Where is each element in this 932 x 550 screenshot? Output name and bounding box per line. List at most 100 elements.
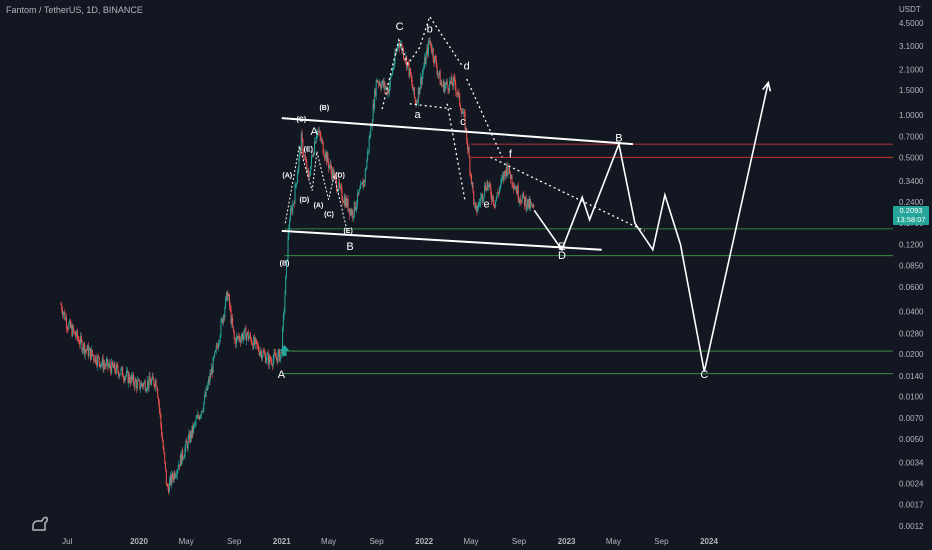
candle-body bbox=[90, 349, 92, 360]
candle-body bbox=[169, 476, 171, 482]
candle-body bbox=[67, 328, 69, 330]
candle-body bbox=[257, 345, 259, 351]
candle-body bbox=[126, 370, 128, 372]
candle-body bbox=[406, 56, 408, 68]
candle-body bbox=[230, 308, 232, 324]
candle-body bbox=[445, 83, 447, 86]
candle-body bbox=[296, 174, 298, 184]
candle-body bbox=[303, 155, 305, 156]
candle-body bbox=[151, 375, 153, 381]
candle-body bbox=[351, 210, 353, 215]
candle-body bbox=[260, 350, 262, 353]
candle-body bbox=[232, 317, 234, 327]
candle-body bbox=[220, 320, 222, 336]
candle-body bbox=[118, 374, 120, 377]
candle-body bbox=[186, 442, 188, 449]
candle-body bbox=[267, 353, 269, 355]
candle-body bbox=[468, 147, 470, 158]
candle-body bbox=[115, 370, 117, 374]
candle-body bbox=[511, 174, 513, 184]
candle-body bbox=[342, 199, 344, 202]
candle-body bbox=[394, 52, 396, 64]
candle-body bbox=[448, 90, 450, 91]
wave-label: (B) bbox=[319, 105, 329, 112]
candle-body bbox=[205, 387, 207, 397]
candle-body bbox=[365, 168, 367, 170]
candle-body bbox=[498, 188, 500, 194]
candle-body bbox=[432, 48, 434, 59]
candle-body bbox=[399, 44, 401, 48]
candle-body bbox=[74, 331, 76, 336]
candle-body bbox=[423, 66, 425, 71]
wave-label: B bbox=[346, 241, 353, 253]
candle-body bbox=[178, 464, 180, 469]
candle-body bbox=[192, 426, 194, 433]
candle-body bbox=[193, 423, 195, 425]
candle-body bbox=[102, 358, 104, 370]
candle-body bbox=[369, 135, 371, 138]
candle-body bbox=[98, 357, 100, 363]
candle-body bbox=[207, 379, 209, 385]
candle-body bbox=[94, 355, 96, 362]
x-tick-label: Sep bbox=[512, 537, 527, 546]
candle-body bbox=[216, 345, 218, 347]
candle-body bbox=[116, 364, 118, 366]
candle-body bbox=[125, 375, 127, 377]
candle-body bbox=[108, 365, 110, 367]
y-tick-label: 3.1000 bbox=[899, 42, 924, 51]
candle-body bbox=[522, 192, 524, 197]
candle-body bbox=[356, 204, 358, 209]
candle-body bbox=[496, 192, 498, 198]
candle-body bbox=[525, 197, 527, 210]
candle-body bbox=[376, 80, 378, 83]
candle-body bbox=[507, 172, 509, 175]
candle-body bbox=[340, 186, 342, 188]
lower-trendline bbox=[281, 229, 602, 251]
wave-label: b bbox=[427, 24, 433, 36]
candle-body bbox=[123, 378, 125, 381]
candle-body bbox=[392, 67, 394, 70]
candle-body bbox=[149, 376, 151, 382]
candle-body bbox=[171, 473, 173, 485]
candle-body bbox=[90, 348, 92, 360]
candle-body bbox=[298, 156, 300, 168]
candle-body bbox=[161, 436, 163, 442]
candle-body bbox=[110, 367, 112, 374]
candle-body bbox=[310, 165, 312, 176]
wave-label: e bbox=[484, 198, 490, 210]
candle-body bbox=[503, 171, 505, 180]
tradingview-logo-icon[interactable] bbox=[30, 512, 52, 537]
candle-body bbox=[273, 352, 275, 359]
candle-body bbox=[506, 164, 508, 175]
candle-body bbox=[127, 370, 129, 383]
candle-body bbox=[383, 81, 385, 87]
candle-body bbox=[193, 424, 195, 433]
candle-body bbox=[413, 87, 415, 98]
candle-body bbox=[465, 128, 467, 131]
candle-body bbox=[236, 336, 238, 337]
candle-body bbox=[242, 334, 244, 340]
candle-body bbox=[113, 362, 115, 369]
wave-label: (C) bbox=[324, 211, 334, 218]
candle-body bbox=[68, 323, 70, 329]
candle-body bbox=[371, 121, 373, 127]
candle-body bbox=[167, 486, 169, 488]
candle-body bbox=[379, 82, 381, 87]
candle-body bbox=[356, 192, 358, 205]
candle-body bbox=[395, 49, 397, 54]
candle-body bbox=[261, 356, 263, 359]
candle-body bbox=[308, 175, 310, 177]
last-price: 0.2093 bbox=[899, 206, 923, 215]
y-tick-label: 1.0000 bbox=[899, 111, 924, 120]
wave-label: E bbox=[558, 241, 565, 253]
candle-body bbox=[414, 97, 416, 102]
candle-body bbox=[451, 77, 453, 85]
candle-body bbox=[218, 341, 220, 344]
candle-body bbox=[452, 84, 454, 87]
candle-body bbox=[72, 326, 74, 331]
candle-body bbox=[109, 363, 111, 368]
candle-body bbox=[470, 174, 472, 184]
candle-body bbox=[506, 164, 508, 177]
candle-body bbox=[484, 185, 486, 190]
candle-body bbox=[347, 199, 349, 211]
